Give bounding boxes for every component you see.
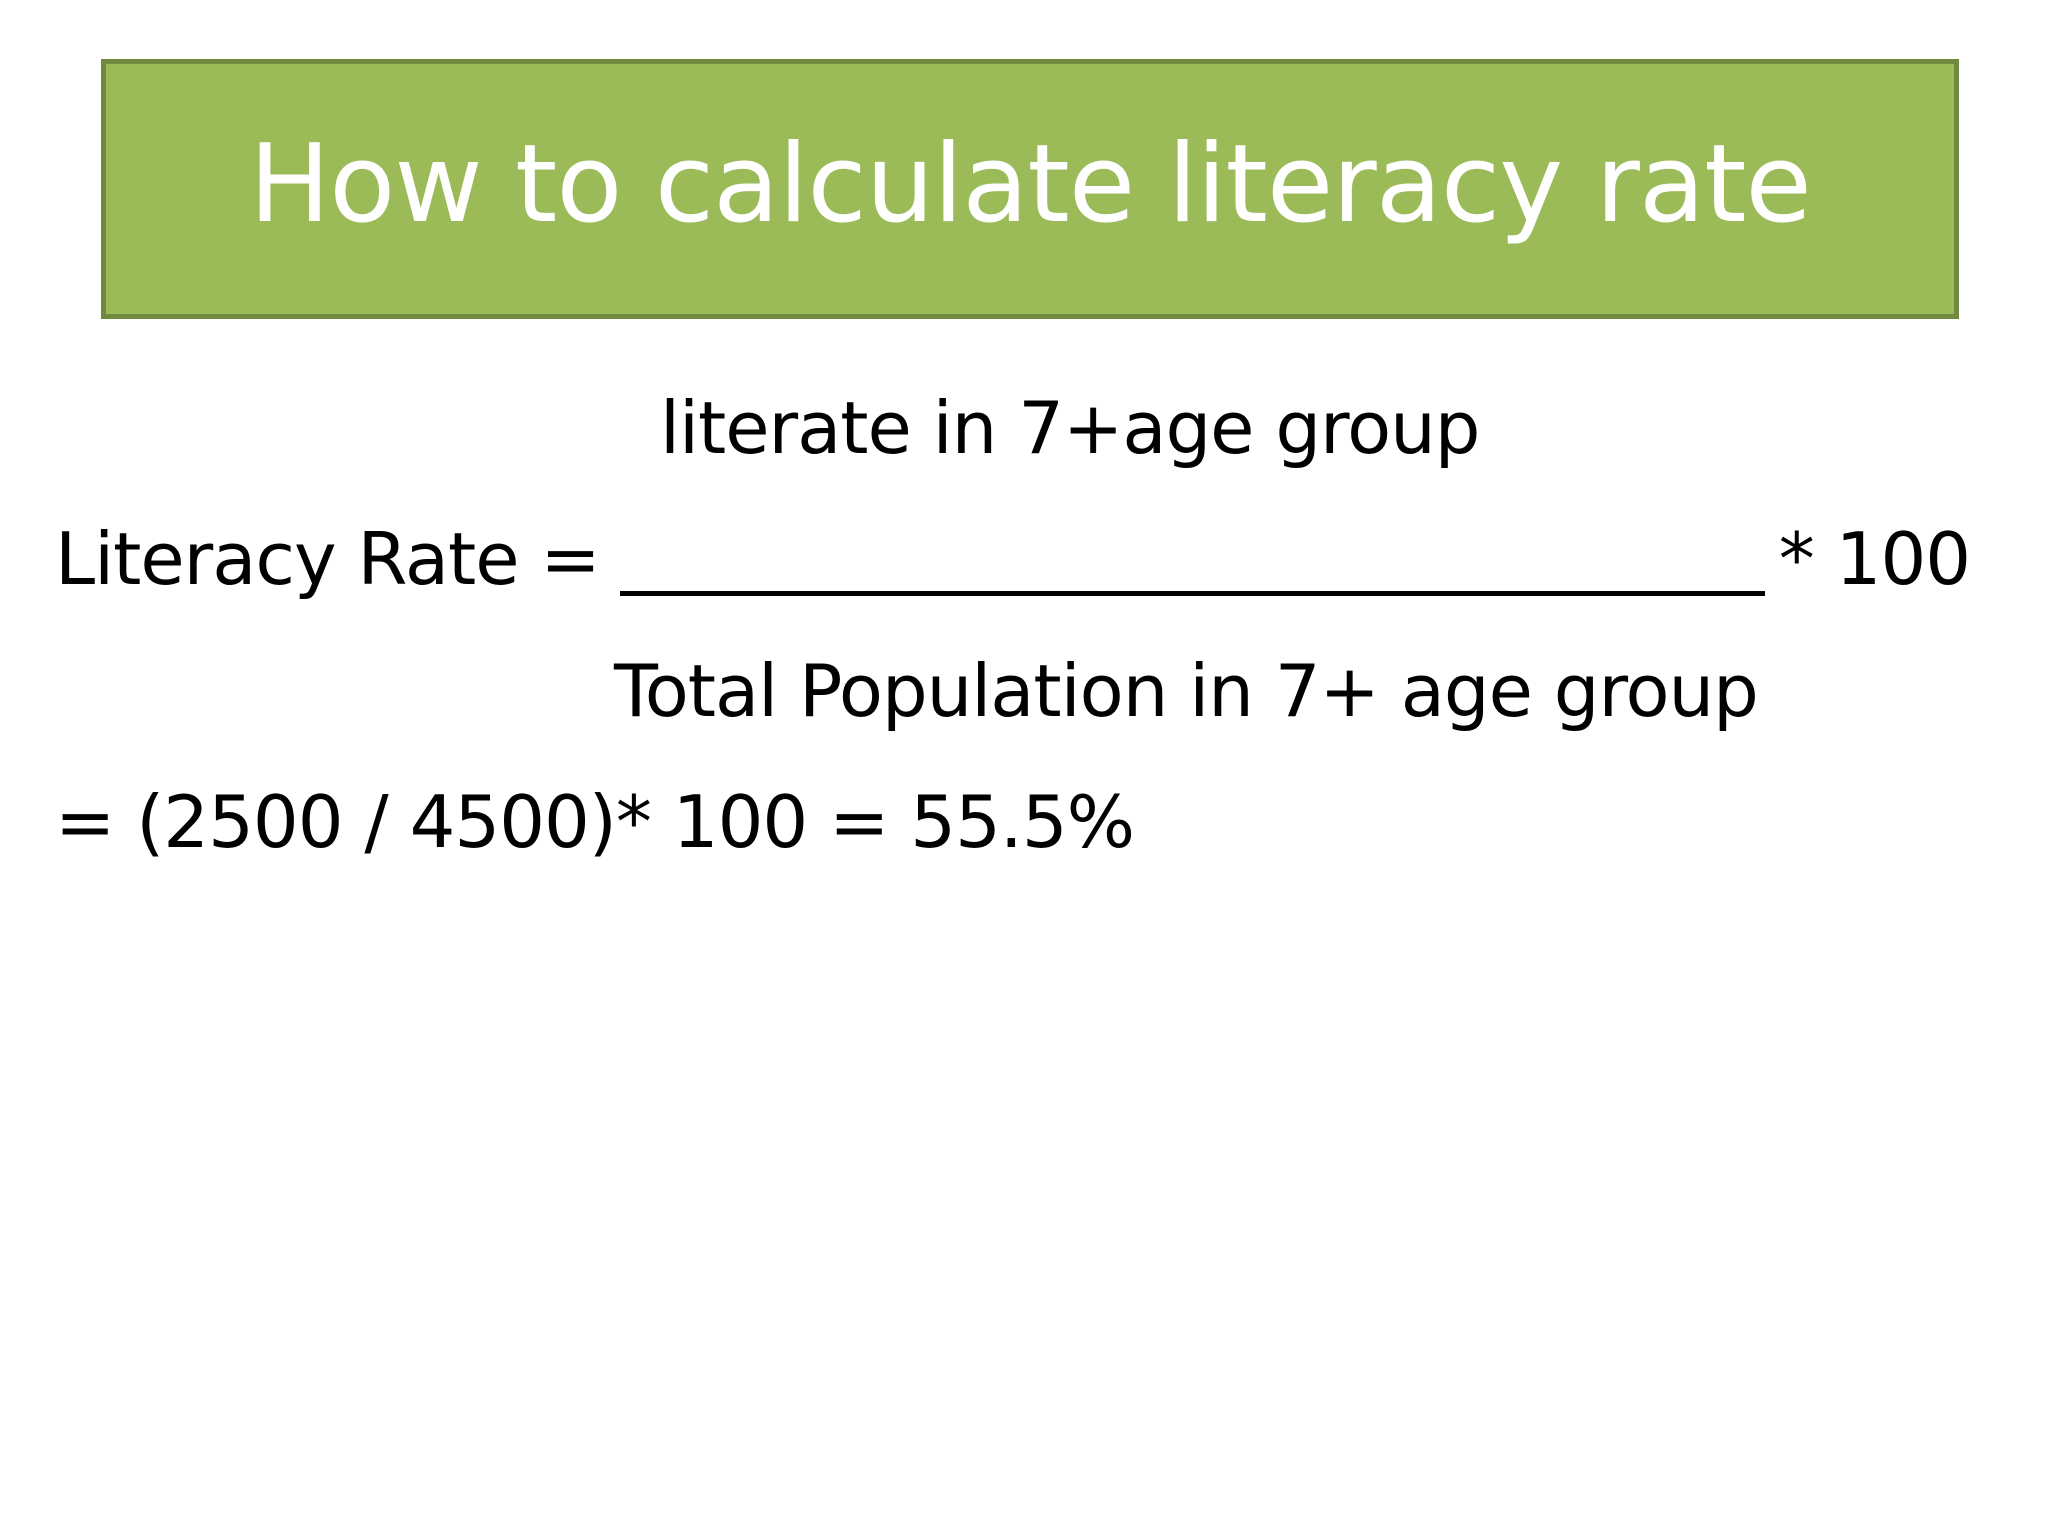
title-banner: How to calculate literacy rate [101, 59, 1959, 319]
formula-multiplier: * 100 [1778, 517, 1971, 601]
formula-numerator: literate in 7+age group [660, 386, 1480, 470]
slide-title: How to calculate literacy rate [249, 122, 1812, 247]
formula-row: Literacy Rate = * 100 [55, 517, 1971, 601]
fraction-bar [619, 591, 1765, 596]
calculation-result: = (2500 / 4500)* 100 = 55.5% [55, 780, 1135, 864]
formula-denominator: Total Population in 7+ age group [614, 649, 1759, 733]
formula-lhs: Literacy Rate = [55, 517, 601, 601]
